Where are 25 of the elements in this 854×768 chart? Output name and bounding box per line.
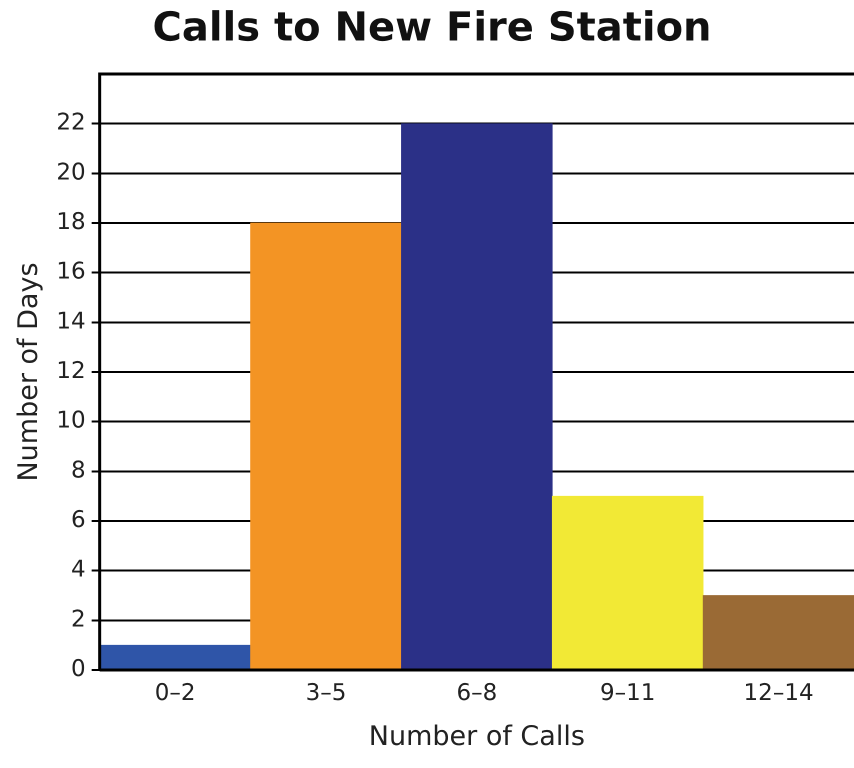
x-tick-label: 3–5: [306, 680, 346, 706]
x-tick-label: 9–11: [600, 680, 656, 706]
chart-title: Calls to New Fire Station: [152, 4, 712, 50]
bar: [250, 222, 402, 670]
y-tick-label: 18: [56, 208, 86, 235]
bar: [401, 123, 553, 670]
y-tick-label: 6: [71, 506, 86, 533]
y-tick-label: 20: [56, 159, 86, 186]
y-tick-label: 12: [56, 358, 86, 384]
bar: [552, 496, 704, 670]
y-tick-label: 4: [71, 556, 86, 583]
x-axis-title: Number of Calls: [368, 720, 585, 752]
y-tick-label: 10: [56, 408, 86, 434]
y-tick-label: 16: [56, 258, 86, 285]
bar: [100, 644, 251, 670]
y-tick-label: 14: [56, 308, 86, 334]
x-tick-label: 0–2: [154, 680, 196, 706]
y-tick-label: 0: [71, 656, 86, 682]
y-axis-title: Number of Days: [13, 262, 44, 482]
x-tick-label: 6–8: [456, 680, 498, 706]
y-tick-label: 8: [71, 457, 86, 484]
x-tick-label: 12–14: [744, 680, 814, 706]
y-tick-label: 2: [71, 606, 86, 632]
bar: [702, 595, 854, 670]
y-tick-label: 22: [56, 110, 86, 136]
